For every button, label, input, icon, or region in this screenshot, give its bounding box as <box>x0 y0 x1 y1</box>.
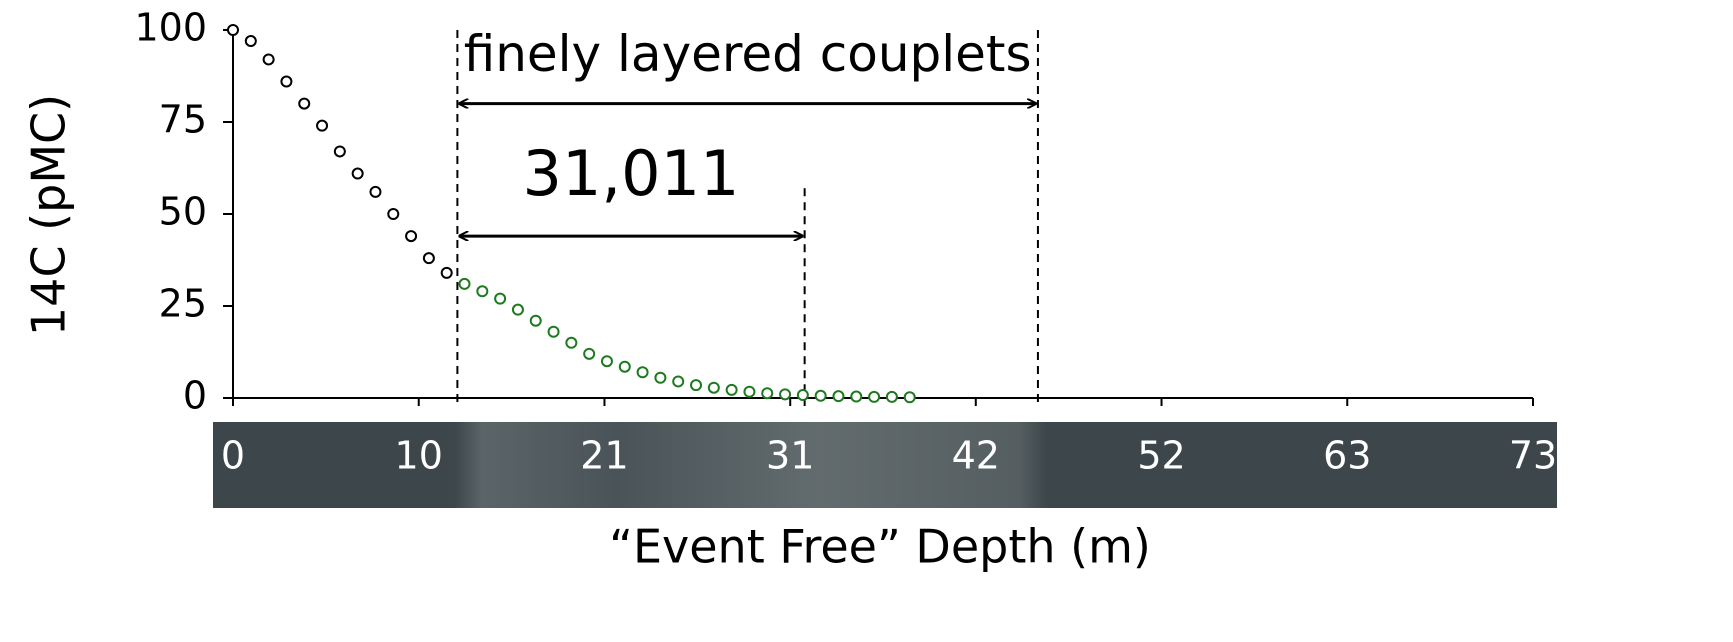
annotation: 31,011 <box>523 137 740 210</box>
data-point <box>299 99 309 109</box>
y-tick-label: 75 <box>159 98 207 142</box>
data-point <box>353 169 363 179</box>
data-point <box>762 388 772 398</box>
x-tick-label: 73 <box>1509 434 1557 478</box>
data-point <box>887 392 897 402</box>
data-point <box>495 294 505 304</box>
data-point <box>406 231 416 241</box>
data-point <box>549 327 559 337</box>
data-point <box>602 356 612 366</box>
data-point <box>566 338 576 348</box>
annotation: finely layered couplets <box>464 25 1032 83</box>
data-point <box>388 209 398 219</box>
data-point <box>905 392 915 402</box>
data-point <box>673 376 683 386</box>
x-tick-label: 52 <box>1137 434 1185 478</box>
x-tick-label: 42 <box>952 434 1000 478</box>
y-tick-label: 0 <box>183 374 207 418</box>
y-tick-label: 100 <box>134 6 207 50</box>
data-point <box>638 367 648 377</box>
data-point <box>513 305 523 315</box>
data-point <box>620 362 630 372</box>
data-point <box>780 389 790 399</box>
data-point <box>869 392 879 402</box>
data-point <box>442 268 452 278</box>
data-point <box>727 385 737 395</box>
data-point <box>709 383 719 393</box>
data-point <box>816 391 826 401</box>
y-axis-label: 14C (pMC) <box>22 94 76 336</box>
data-point <box>424 253 434 263</box>
data-point <box>584 349 594 359</box>
data-point <box>460 279 470 289</box>
data-point <box>317 121 327 131</box>
x-tick-label: 0 <box>221 434 245 478</box>
data-point <box>246 36 256 46</box>
data-point <box>851 392 861 402</box>
data-point <box>281 77 291 87</box>
x-tick-label: 63 <box>1323 434 1371 478</box>
y-tick-label: 50 <box>159 190 207 234</box>
y-tick-label: 25 <box>159 282 207 326</box>
data-point <box>370 187 380 197</box>
chart: “Event Free” Depth (m) 14C (pMC) 0 25 50 75… <box>0 0 1733 642</box>
x-tick-label: 21 <box>580 434 628 478</box>
data-point <box>833 391 843 401</box>
data-point <box>691 380 701 390</box>
x-tick-label: 10 <box>395 434 443 478</box>
data-point <box>531 316 541 326</box>
data-point <box>335 146 345 156</box>
data-point <box>744 387 754 397</box>
data-point <box>798 390 808 400</box>
data-point <box>264 54 274 64</box>
x-axis-label: “Event Free” Depth (m) <box>609 520 1151 574</box>
data-point <box>655 373 665 383</box>
x-tick-label: 31 <box>766 434 814 478</box>
data-point <box>477 286 487 296</box>
data-point <box>228 25 238 35</box>
